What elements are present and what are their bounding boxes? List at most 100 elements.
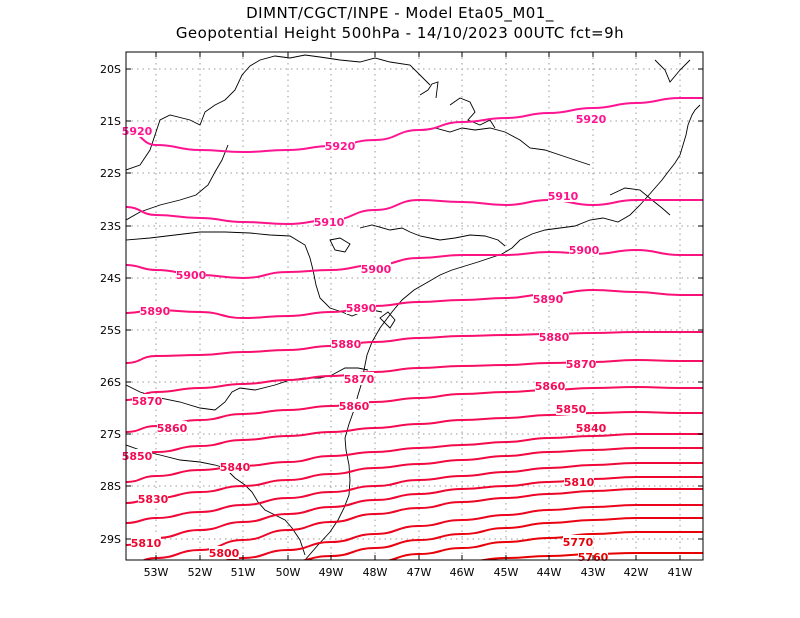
contour-label-5870: 5870 bbox=[566, 358, 597, 371]
contour-label-bg bbox=[539, 330, 569, 343]
contour-line-5870 bbox=[126, 358, 703, 401]
contour-label-5840: 5840 bbox=[576, 422, 607, 435]
contour-label-5920: 5920 bbox=[122, 125, 153, 138]
lat-tick-label: 22S bbox=[100, 167, 121, 180]
lon-tick-label: 45W bbox=[494, 566, 519, 579]
contour-line-5810 bbox=[126, 476, 703, 546]
lon-tick-label: 52W bbox=[188, 566, 213, 579]
contour-label-5890: 5890 bbox=[346, 302, 377, 315]
contour-line-5830 bbox=[126, 447, 703, 504]
lat-tick-label: 28S bbox=[100, 480, 121, 493]
contour-label-bg bbox=[140, 304, 170, 317]
coastline-segment bbox=[126, 231, 383, 317]
contour-line-5780 bbox=[300, 517, 703, 560]
lat-tick-label: 27S bbox=[100, 428, 121, 441]
contour-line-5860 bbox=[126, 385, 703, 433]
lon-tick-label: 49W bbox=[319, 566, 344, 579]
contour-label-bg bbox=[314, 215, 344, 228]
lon-tick-label: 46W bbox=[450, 566, 475, 579]
lat-tick-label: 21S bbox=[100, 115, 121, 128]
contour-label-5870: 5870 bbox=[344, 373, 375, 386]
contour-label-bg bbox=[331, 337, 361, 350]
contour-label-5860: 5860 bbox=[157, 422, 188, 435]
map-title-line2: Geopotential Height 500hPa - 14/10/2023 … bbox=[175, 24, 625, 42]
lat-tick-label: 20S bbox=[100, 63, 121, 76]
lon-tick-label: 43W bbox=[581, 566, 606, 579]
contour-label-5770: 5770 bbox=[563, 536, 594, 549]
contour-label-5850: 5850 bbox=[556, 403, 587, 416]
contour-label-bg bbox=[564, 475, 594, 488]
contour-label-bg bbox=[533, 292, 563, 305]
contour-label-5910: 5910 bbox=[314, 216, 345, 229]
contour-labels: 5920 5920 5920 5910 5910 5900 5900 5900 5890 5890… bbox=[122, 112, 609, 564]
contour-label-bg bbox=[122, 449, 152, 462]
lon-tick-label: 48W bbox=[363, 566, 388, 579]
contour-label-5900: 5900 bbox=[176, 269, 207, 282]
coastline-segment bbox=[609, 187, 671, 216]
latitude-ticks: 20S 21S 22S 23S 24S 25S 26S 27S 28S 29S bbox=[100, 63, 703, 546]
contour-label-5830: 5830 bbox=[138, 493, 169, 506]
lon-tick-label: 47W bbox=[407, 566, 432, 579]
contour-line-5840 bbox=[126, 433, 703, 483]
contour-label-bg bbox=[344, 372, 374, 385]
contour-label-5810: 5810 bbox=[564, 476, 595, 489]
contour-label-bg bbox=[157, 421, 187, 434]
contour-label-bg bbox=[563, 535, 593, 548]
lat-tick-label: 23S bbox=[100, 220, 121, 233]
contour-line-5890 bbox=[126, 288, 703, 320]
contour-label-5890: 5890 bbox=[140, 305, 171, 318]
contour-label-5880: 5880 bbox=[539, 331, 570, 344]
lat-tick-label: 26S bbox=[100, 376, 121, 389]
contour-label-5920: 5920 bbox=[576, 113, 607, 126]
contour-label-5860: 5860 bbox=[339, 400, 370, 413]
contour-label-bg bbox=[569, 243, 599, 256]
contour-label-bg bbox=[346, 301, 376, 314]
contour-label-bg bbox=[576, 421, 606, 434]
coastline-segment bbox=[126, 367, 369, 411]
contour-label-5800: 5800 bbox=[209, 547, 240, 560]
lon-tick-label: 41W bbox=[668, 566, 693, 579]
lat-lon-grid bbox=[126, 52, 703, 560]
contour-label-5910: 5910 bbox=[548, 190, 579, 203]
plot-frame bbox=[125, 51, 704, 561]
contour-label-5850: 5850 bbox=[122, 450, 153, 463]
contour-line-5920 bbox=[126, 97, 703, 154]
contour-label-bg bbox=[209, 546, 239, 559]
contour-label-5890: 5890 bbox=[533, 293, 564, 306]
contour-label-5860: 5860 bbox=[535, 380, 566, 393]
contour-label-bg bbox=[576, 112, 606, 125]
contour-line-5770 bbox=[386, 531, 703, 560]
coastline-segment bbox=[359, 224, 506, 247]
contour-line-5880 bbox=[126, 331, 703, 364]
contour-line-5760 bbox=[477, 552, 703, 560]
contour-label-bg bbox=[361, 262, 391, 275]
contour-label-5900: 5900 bbox=[569, 244, 600, 257]
coastline-segment bbox=[449, 97, 496, 129]
contour-label-bg bbox=[122, 124, 152, 137]
longitude-ticks: 53W 52W 51W 50W 49W 48W 47W 46W 45W 44W 43W 42W 41W bbox=[144, 52, 693, 579]
lat-tick-label: 29S bbox=[100, 533, 121, 546]
contour-label-5900: 5900 bbox=[361, 263, 392, 276]
coastline-segment bbox=[329, 237, 351, 253]
contour-label-5840: 5840 bbox=[220, 461, 251, 474]
contour-line-5850 bbox=[126, 410, 703, 459]
contour-label-bg bbox=[566, 357, 596, 370]
contour-label-bg bbox=[556, 402, 586, 415]
coastline-segment bbox=[379, 311, 396, 329]
coastline-segment bbox=[126, 54, 431, 171]
coastline-segment bbox=[126, 144, 229, 221]
contour-line-5910 bbox=[126, 198, 703, 226]
contour-label-bg bbox=[220, 460, 250, 473]
contour-label-bg bbox=[138, 492, 168, 505]
coastline-segment bbox=[419, 81, 439, 99]
contour-label-bg bbox=[548, 189, 578, 202]
contour-line-5790 bbox=[224, 504, 703, 560]
contour-label-bg bbox=[535, 379, 565, 392]
contour-label-5920: 5920 bbox=[325, 140, 356, 153]
contour-label-5870: 5870 bbox=[132, 395, 163, 408]
lon-tick-label: 53W bbox=[144, 566, 169, 579]
coastline-segment bbox=[654, 59, 691, 83]
lon-tick-label: 50W bbox=[276, 566, 301, 579]
contour-label-5810: 5810 bbox=[131, 537, 162, 550]
